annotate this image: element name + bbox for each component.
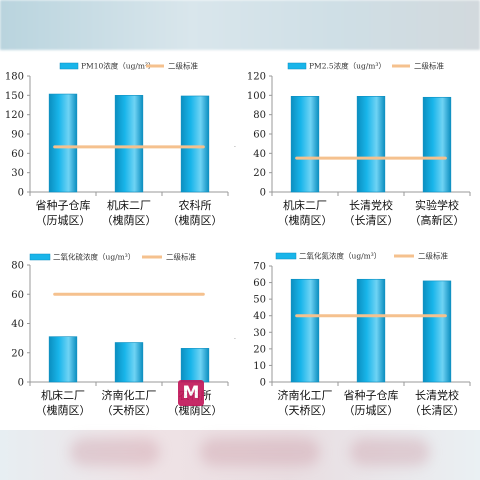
bar [290, 96, 320, 193]
y-tick-label: 50 [253, 295, 266, 306]
x-category-label: 农科所 [179, 198, 212, 212]
y-tick-label: 0 [260, 188, 266, 199]
y-tick-label: 80 [253, 110, 266, 121]
bottom-blur-band [0, 430, 480, 480]
x-category-sublabel: （历城区） [36, 214, 91, 227]
x-category-label: 机床二厂 [107, 198, 151, 212]
y-tick-label: 60 [253, 278, 266, 289]
separator-mark: · [234, 144, 236, 151]
x-category-sublabel: （长清区） [344, 214, 399, 227]
x-category-label: 济南化工厂 [102, 388, 157, 402]
y-tick-label: 0 [260, 378, 266, 389]
bar [114, 95, 144, 193]
m-logo-icon: M [178, 380, 204, 406]
x-category-sublabel: （槐荫区） [102, 213, 157, 227]
y-tick-label: 20 [253, 344, 266, 355]
y-tick-label: 30 [11, 168, 24, 179]
bar [422, 280, 452, 383]
x-category-sublabel: （天桥区） [278, 404, 333, 417]
y-tick-label: 90 [11, 130, 24, 141]
logo-letter: M [182, 383, 200, 403]
x-category-label: 长清党校 [415, 388, 459, 402]
blur-blob [70, 438, 160, 466]
x-category-sublabel: （高新区） [410, 213, 465, 227]
x-category-label: 济南化工厂 [278, 388, 333, 402]
x-category-sublabel: （历城区） [344, 404, 399, 417]
legend-bar-label: 二氧化硫浓度（ug/m³） [53, 252, 135, 262]
legend-line-label: 二级标准 [418, 251, 448, 261]
bar [180, 348, 210, 383]
x-category-label: 省种子仓库 [344, 388, 399, 402]
bar [48, 336, 78, 383]
y-tick-label: 40 [253, 311, 266, 322]
bar [180, 95, 210, 193]
x-category-sublabel: （长清区） [410, 404, 465, 417]
legend-bar-label: PM10浓度（ug/m³） [81, 61, 156, 71]
legend-line-label: 二级标准 [168, 61, 198, 71]
y-tick-label: 70 [253, 262, 266, 273]
legend-bar-label: PM2.5浓度（ug/m³） [309, 61, 386, 71]
y-tick-label: 10 [253, 361, 266, 372]
y-tick-label: 150 [5, 91, 24, 102]
legend-bar-swatch [29, 253, 51, 261]
y-tick-label: 0 [18, 188, 24, 199]
x-category-label: 机床二厂 [41, 388, 85, 402]
y-tick-label: 80 [11, 261, 24, 272]
bar [356, 278, 386, 383]
bar [290, 278, 320, 383]
y-tick-label: 30 [253, 328, 266, 339]
bar [422, 96, 452, 193]
x-category-label: 长清党校 [349, 198, 393, 212]
legend-line-label: 二级标准 [166, 252, 196, 262]
x-category-label: 实验学校 [415, 198, 459, 212]
top-blur-band [0, 0, 480, 50]
y-tick-label: 180 [5, 72, 24, 83]
y-tick-label: 20 [253, 168, 266, 179]
y-tick-label: 100 [247, 91, 266, 102]
separator-mark: · [234, 336, 236, 343]
legend-bar-swatch [275, 252, 297, 260]
y-tick-label: 120 [5, 110, 24, 121]
bar [356, 96, 386, 193]
blur-blob [200, 438, 320, 466]
y-tick-label: 60 [11, 290, 24, 301]
x-category-label: 省种子仓库 [36, 198, 91, 212]
blur-blob [350, 438, 430, 466]
y-tick-label: 60 [253, 130, 266, 141]
y-tick-label: 40 [11, 319, 24, 330]
legend-line-label: 二级标准 [414, 61, 444, 71]
legend-bar-label: 二氧化氮浓度（ug/m³） [299, 251, 381, 261]
x-category-sublabel: （槐荫区） [278, 213, 333, 227]
x-category-sublabel: （槐荫区） [168, 213, 223, 227]
bar [114, 342, 144, 383]
bar [48, 93, 78, 193]
legend-bar-swatch [287, 62, 307, 70]
x-category-sublabel: （槐荫区） [36, 403, 91, 417]
y-tick-label: 20 [11, 348, 24, 359]
y-tick-label: 120 [247, 72, 266, 83]
y-tick-label: 60 [11, 149, 24, 160]
x-category-sublabel: （天桥区） [102, 404, 157, 417]
y-tick-label: 40 [253, 149, 266, 160]
legend-bar-swatch [59, 62, 79, 70]
y-tick-label: 0 [18, 378, 24, 389]
x-category-label: 机床二厂 [283, 198, 327, 212]
x-category-sublabel: （槐荫区） [168, 403, 223, 417]
